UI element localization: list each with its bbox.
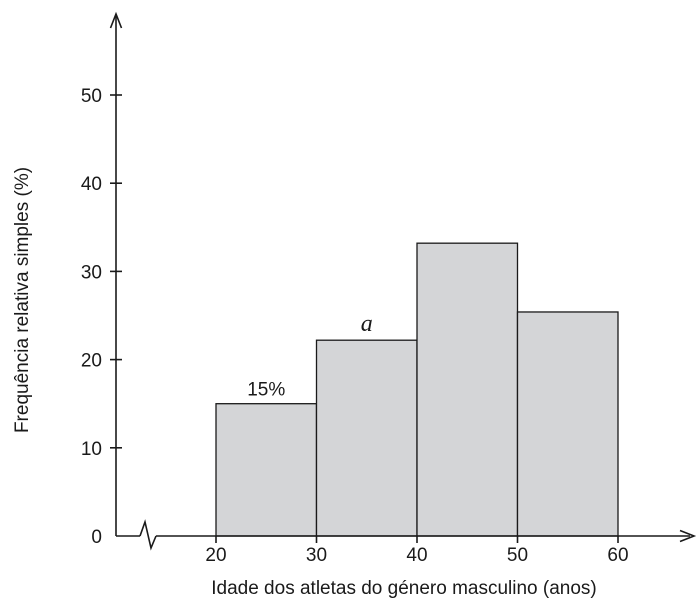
bar-20-30	[215, 403, 318, 537]
bars-group	[215, 242, 619, 537]
bar-40-50	[416, 242, 519, 537]
x-tick-label: 20	[205, 545, 226, 566]
bar-50-60	[516, 311, 619, 537]
y-tick-label: 50	[81, 86, 102, 107]
x-ticks-group: 20 30 40 50 60	[205, 536, 629, 566]
y-axis-arrow-icon	[109, 11, 123, 29]
y-tick-label: 20	[81, 351, 102, 372]
y-axis-title: Frequência relativa simples (%)	[12, 167, 33, 433]
axis-break-icon	[139, 519, 157, 551]
x-axis-arrow-icon	[679, 529, 697, 543]
y-tick-label: 0	[91, 527, 102, 548]
x-tick-label: 30	[306, 545, 327, 566]
x-tick-label: 60	[607, 545, 628, 566]
y-tick-label: 10	[81, 439, 102, 460]
x-tick-label: 50	[507, 545, 528, 566]
x-tick-label: 40	[406, 545, 427, 566]
bar-label-30-40: a	[361, 311, 373, 337]
x-axis-title: Idade dos atletas do género masculino (a…	[211, 578, 597, 599]
y-tick-label: 40	[81, 174, 102, 195]
bar-labels-group: 15% a	[247, 311, 373, 401]
bar-30-40	[315, 339, 418, 537]
y-tick-label: 30	[81, 262, 102, 283]
y-ticks-group: 0 10 20 30 40 50	[81, 86, 122, 548]
bar-label-20-30: 15%	[247, 380, 285, 401]
